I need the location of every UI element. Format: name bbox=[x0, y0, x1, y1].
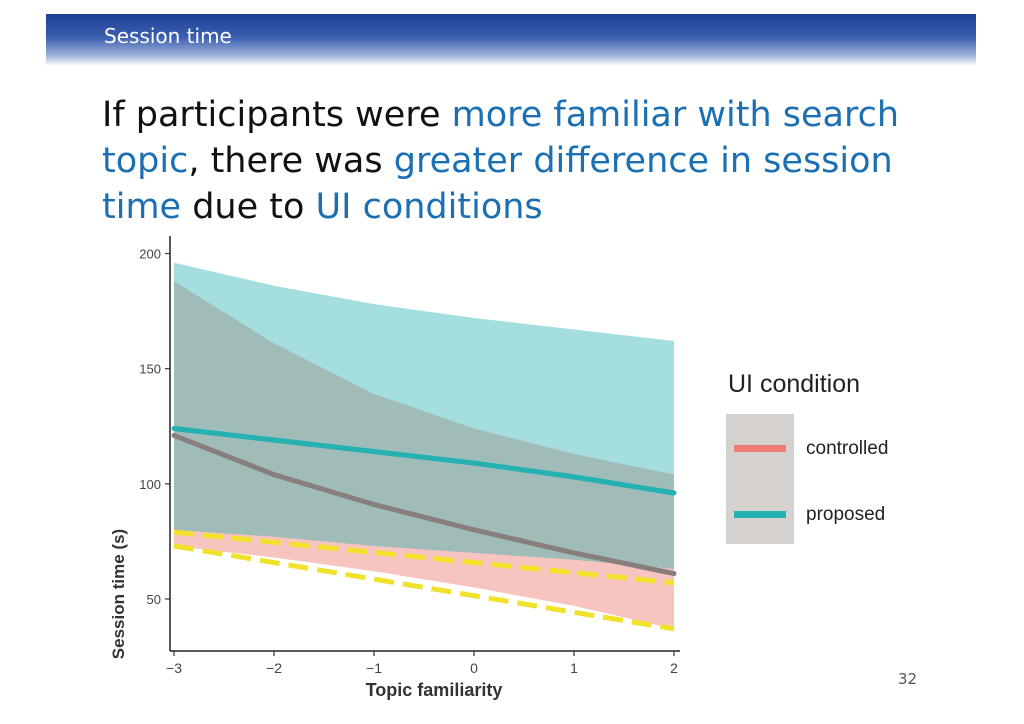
x-tick-label: −3 bbox=[166, 660, 182, 676]
legend-key-panel bbox=[726, 414, 794, 544]
series-line-controlled bbox=[171, 432, 677, 577]
headline-highlight-1: more familiar with search topic bbox=[102, 95, 900, 181]
legend-key-proposed bbox=[734, 511, 786, 518]
chart-container: 50 100 150 200 −3 −2 −1 0 1 2 Session time (s) To… bbox=[100, 230, 700, 709]
x-tick-label: −1 bbox=[366, 660, 382, 676]
legend-label-controlled: controlled bbox=[806, 438, 889, 459]
y-tick-label: 100 bbox=[139, 477, 161, 492]
page-number: 32 bbox=[898, 670, 918, 688]
section-title: Session time bbox=[104, 24, 232, 48]
header-bar bbox=[46, 14, 976, 66]
x-tick-label: −2 bbox=[266, 660, 282, 676]
ci-band-proposed bbox=[174, 262, 674, 570]
x-axis-label: Topic familiarity bbox=[366, 680, 503, 700]
legend-label-proposed: proposed bbox=[806, 504, 886, 525]
headline-text-1: If participants were bbox=[102, 95, 452, 135]
headline-text-3: due to bbox=[181, 187, 316, 227]
slide-headline: If participants were more familiar with … bbox=[102, 92, 962, 230]
x-tick-label: 1 bbox=[570, 660, 578, 676]
x-tick-label: 2 bbox=[670, 660, 678, 676]
y-tick-label: 200 bbox=[139, 247, 161, 262]
x-tick-label: 0 bbox=[470, 660, 478, 676]
annotation-dashed-line-1 bbox=[173, 529, 675, 586]
session-time-chart: 50 100 150 200 −3 −2 −1 0 1 2 Session time (s) To… bbox=[109, 236, 680, 700]
legend-key-controlled bbox=[734, 445, 786, 452]
y-tick-label: 50 bbox=[147, 592, 161, 607]
headline-highlight-3: UI conditions bbox=[315, 187, 543, 227]
series-line-proposed-top bbox=[173, 426, 675, 496]
y-tick-label: 150 bbox=[139, 362, 161, 377]
y-axis-label: Session time (s) bbox=[109, 529, 128, 659]
headline-highlight-2: greater difference in session time bbox=[102, 141, 893, 227]
headline-text-2: , there was bbox=[188, 141, 394, 181]
chart-legend: UI condition controlled proposed bbox=[700, 360, 900, 560]
legend-title: UI condition bbox=[728, 370, 861, 398]
annotation-dashed-line-2 bbox=[173, 543, 675, 632]
